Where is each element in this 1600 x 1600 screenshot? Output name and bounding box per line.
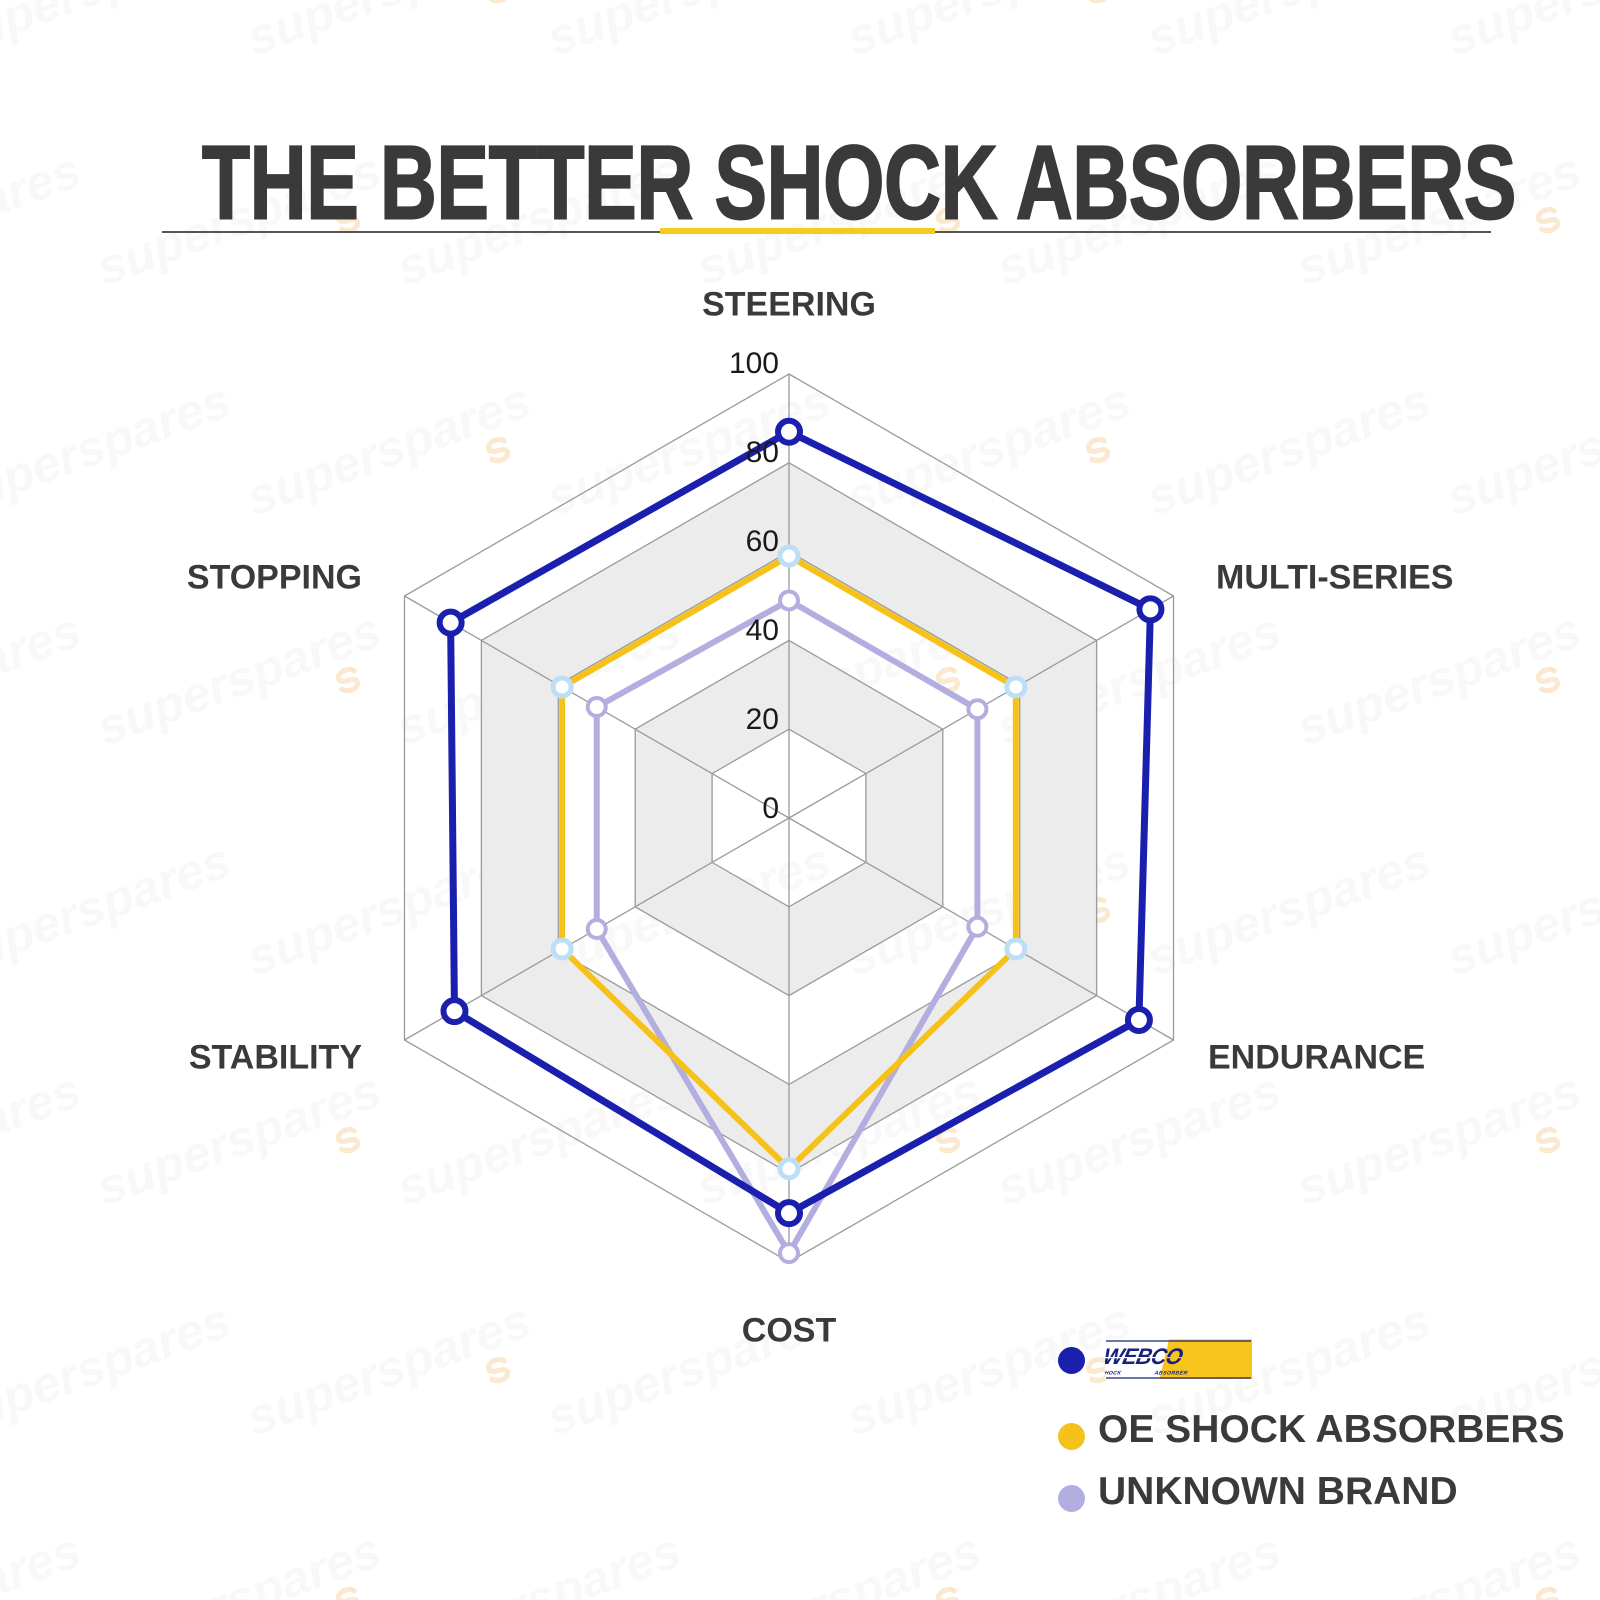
svg-text:ABSORBER: ABSORBER — [1153, 1371, 1188, 1377]
svg-text:SHOCK: SHOCK — [1105, 1371, 1123, 1377]
svg-text:WEBCO: WEBCO — [1105, 1344, 1185, 1369]
